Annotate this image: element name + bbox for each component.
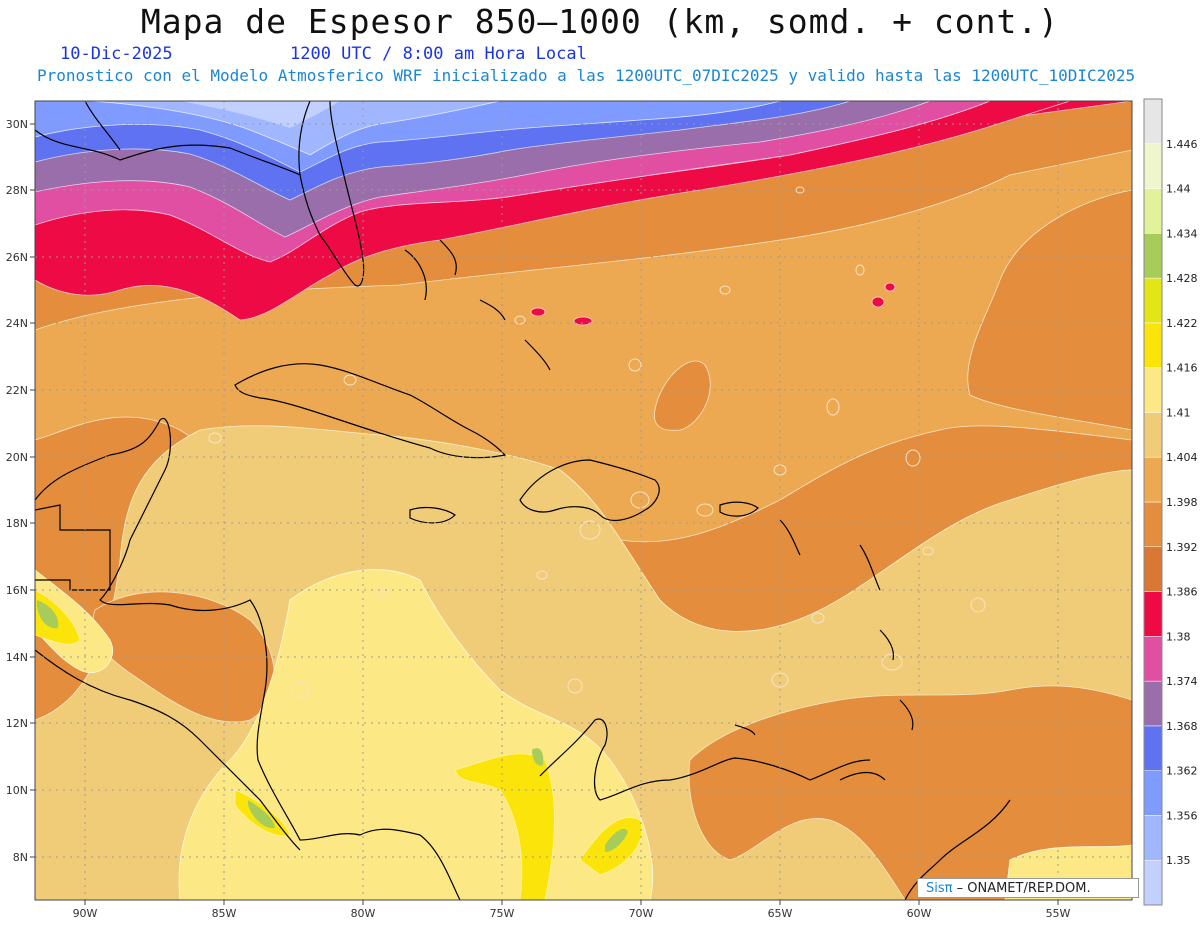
- field-1410-w: [35, 569, 113, 673]
- colorbar-swatch: [1143, 143, 1163, 189]
- lon-label: 60W: [907, 907, 932, 920]
- graticule: [35, 101, 1132, 900]
- colorbar-swatch: [1143, 770, 1163, 816]
- field-1428-c: [605, 828, 628, 852]
- forecast-note: Pronostico con el Modelo Atmosferico WRF…: [37, 66, 1136, 85]
- lat-label: 30N: [6, 118, 28, 131]
- credit-brand: Sisπ: [926, 881, 953, 896]
- lon-label: 85W: [212, 907, 237, 920]
- colorbar-label: 1.404: [1166, 451, 1198, 464]
- colorbar-swatch: [1143, 501, 1163, 548]
- lat-label: 18N: [6, 517, 28, 530]
- colorbar-swatch: [1143, 233, 1163, 279]
- longitude-ticks: [84, 900, 1059, 905]
- colorbar-swatch: [1143, 367, 1163, 413]
- colorbar-label: 1.38: [1166, 630, 1191, 643]
- field-1416-w: [35, 589, 81, 645]
- colorbar-swatch: [1143, 680, 1163, 727]
- lat-label: 26N: [6, 251, 28, 264]
- colorbar-label: 1.356: [1166, 809, 1198, 822]
- field-1428-b: [248, 800, 275, 829]
- lon-label: 70W: [629, 907, 654, 920]
- colorbar-swatch: [1143, 636, 1163, 682]
- colorbar-label: 1.446: [1166, 138, 1198, 151]
- colorbar-label: 1.362: [1166, 765, 1198, 778]
- lat-label: 16N: [6, 584, 28, 597]
- colorbar-label: 1.386: [1166, 586, 1198, 599]
- map-frame: [34, 100, 1133, 901]
- lon-label: 80W: [351, 907, 376, 920]
- colorbar-label: 1.398: [1166, 496, 1198, 509]
- credit-org: – ONAMET/REP.DOM.: [956, 881, 1091, 896]
- latitude-ticks: [30, 123, 35, 858]
- colorbar-label: 1.374: [1166, 675, 1198, 688]
- colorbar-label: 1.428: [1166, 272, 1198, 285]
- band-1350: [180, 101, 340, 128]
- colorbar-label: 1.422: [1166, 317, 1198, 330]
- small-contour-rings: [208, 186, 986, 699]
- lat-label: 22N: [6, 384, 28, 397]
- colorbar-label: 1.35: [1166, 854, 1191, 867]
- colorbar-swatch: [1143, 412, 1163, 458]
- field-1428-d: [532, 748, 544, 766]
- coastlines: [35, 101, 1011, 900]
- colorbar-label: 1.44: [1166, 183, 1191, 196]
- lat-label: 12N: [6, 717, 28, 730]
- longitude-axis: 90W 85W 80W 75W 70W 65W 60W 55W: [73, 907, 1071, 920]
- colorbar-label: 1.392: [1166, 541, 1198, 554]
- colorbar-label: 1.368: [1166, 720, 1198, 733]
- field-1392-mid: [653, 360, 711, 431]
- credit-box: Sisπ – ONAMET/REP.DOM.: [917, 878, 1139, 898]
- colorbar-swatch: [1143, 456, 1163, 503]
- colorbar-label: 1.41: [1166, 406, 1191, 419]
- lat-label: 14N: [6, 651, 28, 664]
- colorbar-swatch: [1143, 859, 1163, 906]
- colorbar-swatch: [1143, 546, 1163, 592]
- lat-label: 20N: [6, 451, 28, 464]
- colorbar-swatch: [1143, 277, 1163, 324]
- lon-label: 55W: [1046, 907, 1071, 920]
- field-1428: [37, 600, 59, 629]
- colorbar-swatch: [1143, 98, 1163, 145]
- field-1392-ne: [967, 189, 1132, 431]
- lat-label: 8N: [13, 851, 28, 864]
- lon-label: 90W: [73, 907, 98, 920]
- valid-date: 10-Dic-2025: [60, 44, 173, 64]
- colorbar-label: 1.434: [1166, 227, 1198, 240]
- colorbar-swatch: [1143, 591, 1163, 637]
- latitude-axis: 30N 28N 26N 24N 22N 20N 18N 16N 14N 12N …: [6, 118, 28, 864]
- valid-time: 1200 UTC / 8:00 am Hora Local: [290, 44, 587, 64]
- colorbar-label: 1.416: [1166, 362, 1198, 375]
- colorbar-swatch: [1143, 188, 1163, 234]
- map-field: [35, 101, 1132, 900]
- small-contour-blobs: [530, 282, 896, 326]
- colorbar-swatch: [1143, 815, 1163, 861]
- lat-label: 24N: [6, 317, 28, 330]
- lat-label: 28N: [6, 184, 28, 197]
- band-1356: [89, 101, 501, 156]
- colorbar-frame: [1143, 98, 1163, 906]
- colorbar: 1.35 1.356 1.362 1.368 1.374 1.38 1.386 1.392 1.…: [1143, 98, 1198, 906]
- map-title: Mapa de Espesor 850–1000 (km, somd. + co…: [140, 2, 1060, 41]
- colorbar-swatch: [1143, 725, 1163, 771]
- islands: [479, 299, 914, 781]
- lon-label: 75W: [490, 907, 515, 920]
- lat-label: 10N: [6, 784, 28, 797]
- colorbar-swatch: [1143, 322, 1163, 368]
- lon-label: 65W: [768, 907, 793, 920]
